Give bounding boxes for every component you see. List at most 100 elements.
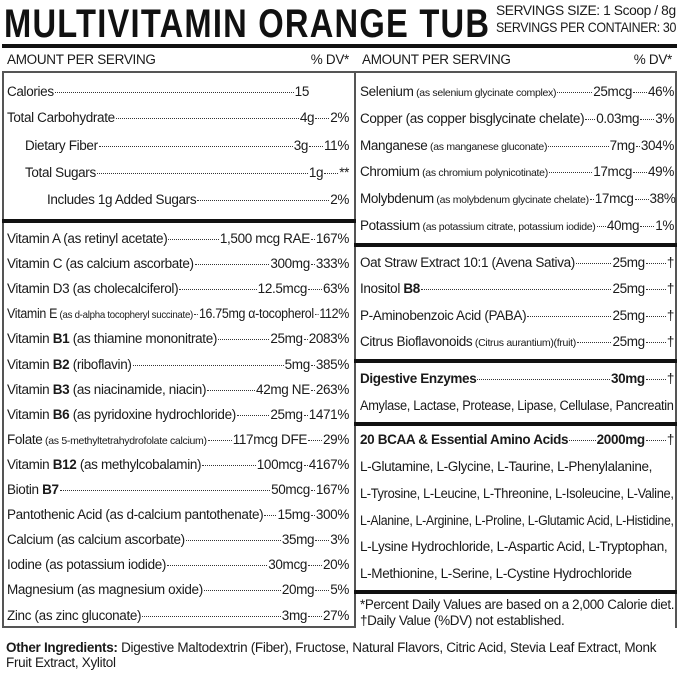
nutrient-amount: 15 <box>294 84 310 99</box>
nutrient-row: Biotin B7 50mcg 167% <box>7 482 349 502</box>
nutrient-row: Vitamin B3 (as niacinamide, niacin) 42mg … <box>7 382 349 402</box>
nutrient-label: Total Sugars <box>25 165 96 180</box>
daily-value: 5% <box>330 582 349 598</box>
product-title: MULTIVITAMIN ORANGE TUB <box>4 2 491 46</box>
nutrient-amount: 17mcg <box>593 164 633 180</box>
dot-leader <box>54 92 294 93</box>
dot-leader <box>264 515 277 517</box>
nutrient-label: Manganese <box>360 137 428 153</box>
nutrient-name: Folate (as 5-methyltetrahydrofolate calc… <box>7 432 207 447</box>
nutrient-bold-label: B1 <box>52 331 70 347</box>
nutrient-label: Folate <box>7 431 43 447</box>
dot-leader <box>308 565 323 567</box>
dot-leader <box>315 540 330 542</box>
nutrient-amount: 25mg <box>612 255 645 270</box>
nutrient-bold-label: B8 <box>403 281 420 297</box>
dot-leader <box>303 464 308 466</box>
nutrient-row: Vitamin A (as retinyl acetate) 1,500 mcg … <box>7 231 349 251</box>
nutrient-source: (as niacinamide, niacin) <box>69 381 207 397</box>
dot-leader <box>589 199 594 201</box>
nutrient-label: Inositol <box>360 281 404 297</box>
nutrient-name: Chromium (as chromium polynicotinate) <box>360 164 548 179</box>
nutrient-label: P-Aminobenzoic Acid (PABA) <box>360 307 527 323</box>
nutrient-bold-label: B12 <box>52 456 77 472</box>
nutrient-label: Selenium <box>360 84 414 99</box>
dot-leader <box>527 315 612 317</box>
nutrient-source: (as magnesium oxide) <box>73 582 203 598</box>
nutrient-row: Includes 1g Added Sugars 2% <box>47 192 349 212</box>
nutrient-name: Vitamin C (as calcium ascorbate) <box>7 256 194 271</box>
dot-leader <box>596 226 606 227</box>
nutrient-source: (as methylcobalamin) <box>76 456 202 472</box>
nutrient-row: Magnesium (as magnesium oxide) 20mg 5% <box>7 582 349 602</box>
servings-per-container: SERVINGS PER CONTAINER: 30 <box>496 19 677 35</box>
nutrient-label: Calories <box>7 84 54 99</box>
dot-leader <box>640 226 655 227</box>
dot-leader <box>132 364 284 366</box>
nutrient-amount: 20mg <box>281 582 315 598</box>
nutrient-amount: 2000mg <box>596 432 646 447</box>
nutrient-label: Total Carbohydrate <box>7 110 115 125</box>
divider <box>2 44 677 48</box>
nutrient-amount: 15mg <box>277 507 310 523</box>
nutrient-name: Manganese (as manganese gluconate) <box>360 138 547 153</box>
nutrient-label: Includes 1g Added Sugars <box>47 192 197 207</box>
dot-leader <box>142 615 281 617</box>
dot-leader <box>557 92 593 93</box>
nutrient-row: Inositol B8 25mg † <box>360 281 674 301</box>
dot-leader <box>115 118 299 119</box>
nutrient-amount: 40mg <box>606 218 640 233</box>
footnote: †Daily Value (%DV) not established. <box>360 613 565 628</box>
nutrient-label: Vitamin D3 <box>7 281 70 297</box>
nutrient-source: (as manganese gluconate) <box>427 140 548 153</box>
daily-value: 167% <box>315 482 349 497</box>
daily-value: 2% <box>330 110 349 125</box>
right-header: AMOUNT PER SERVING % DV* <box>362 52 672 67</box>
dot-leader <box>308 615 323 617</box>
nutrient-amount: 1,500 mcg RAE <box>219 231 310 246</box>
dot-leader <box>645 289 666 291</box>
dot-leader <box>310 389 315 391</box>
dot-leader <box>197 200 330 201</box>
nutrient-label: Citrus Bioflavonoids <box>360 333 473 349</box>
nutrient-name: Vitamin E (as d-alpha tocopheryl succina… <box>7 306 193 321</box>
dot-leader <box>310 490 315 491</box>
nutrient-name: Copper (as copper bisglycinate chelate) <box>360 110 585 126</box>
nutrient-row: 20 BCAA & Essential Amino Acids 2000mg † <box>360 432 674 452</box>
divider <box>354 243 677 247</box>
daily-value: 11% <box>324 138 349 153</box>
nutrient-row: Copper (as copper bisglycinate chelate) 0… <box>360 111 674 131</box>
nutrient-amount: 30mg <box>610 371 645 386</box>
nutrient-label: Zinc <box>7 607 32 623</box>
amino-acid-list-line: L-Glutamine, L-Glycine, L-Taurine, L-Phe… <box>360 459 653 474</box>
daily-value: † <box>666 333 675 349</box>
nutrient-row: Vitamin B12 (as methylcobalamin) 100mcg 41… <box>7 457 349 477</box>
nutrient-label: Biotin <box>7 482 43 497</box>
dot-leader <box>314 314 319 316</box>
dot-leader <box>308 289 323 291</box>
amino-acid-list-line: L-Lysine Hydrochloride, L-Aspartic Acid,… <box>360 539 668 555</box>
dot-leader <box>308 439 323 441</box>
nutrient-source: (as copper bisglycinate chelate) <box>402 110 585 126</box>
dot-leader <box>207 439 232 441</box>
dot-leader <box>59 490 271 491</box>
nutrient-row: Vitamin E (as d-alpha tocopheryl succina… <box>7 306 349 326</box>
daily-value: 167% <box>315 231 349 246</box>
dot-leader <box>167 565 268 567</box>
nutrient-label: Vitamin <box>7 456 53 472</box>
dot-leader <box>645 341 666 343</box>
dot-leader <box>640 118 655 120</box>
nutrient-row: Calories 15 <box>7 84 309 104</box>
nutrient-source: (as selenium glycinate complex) <box>413 87 557 99</box>
nutrient-source: (riboflavin) <box>69 356 132 372</box>
nutrient-name: Vitamin B6 (as pyridoxine hydrochloride) <box>7 407 236 422</box>
nutrient-row: Folate (as 5-methyltetrahydrofolate calc… <box>7 432 349 452</box>
dot-leader <box>548 172 593 174</box>
dot-leader <box>309 146 324 147</box>
nutrient-row: P-Aminobenzoic Acid (PABA) 25mg † <box>360 308 674 328</box>
nutrient-amount: 300mg <box>270 256 310 272</box>
nutrient-source: (as calcium ascorbate) <box>53 532 185 548</box>
nutrient-row: Dietary Fiber 3g 11% <box>25 138 349 158</box>
nutrient-row: Digestive Enzymes 30mg † <box>360 371 674 391</box>
nutrient-source: (as chromium polynicotinate) <box>419 167 548 180</box>
